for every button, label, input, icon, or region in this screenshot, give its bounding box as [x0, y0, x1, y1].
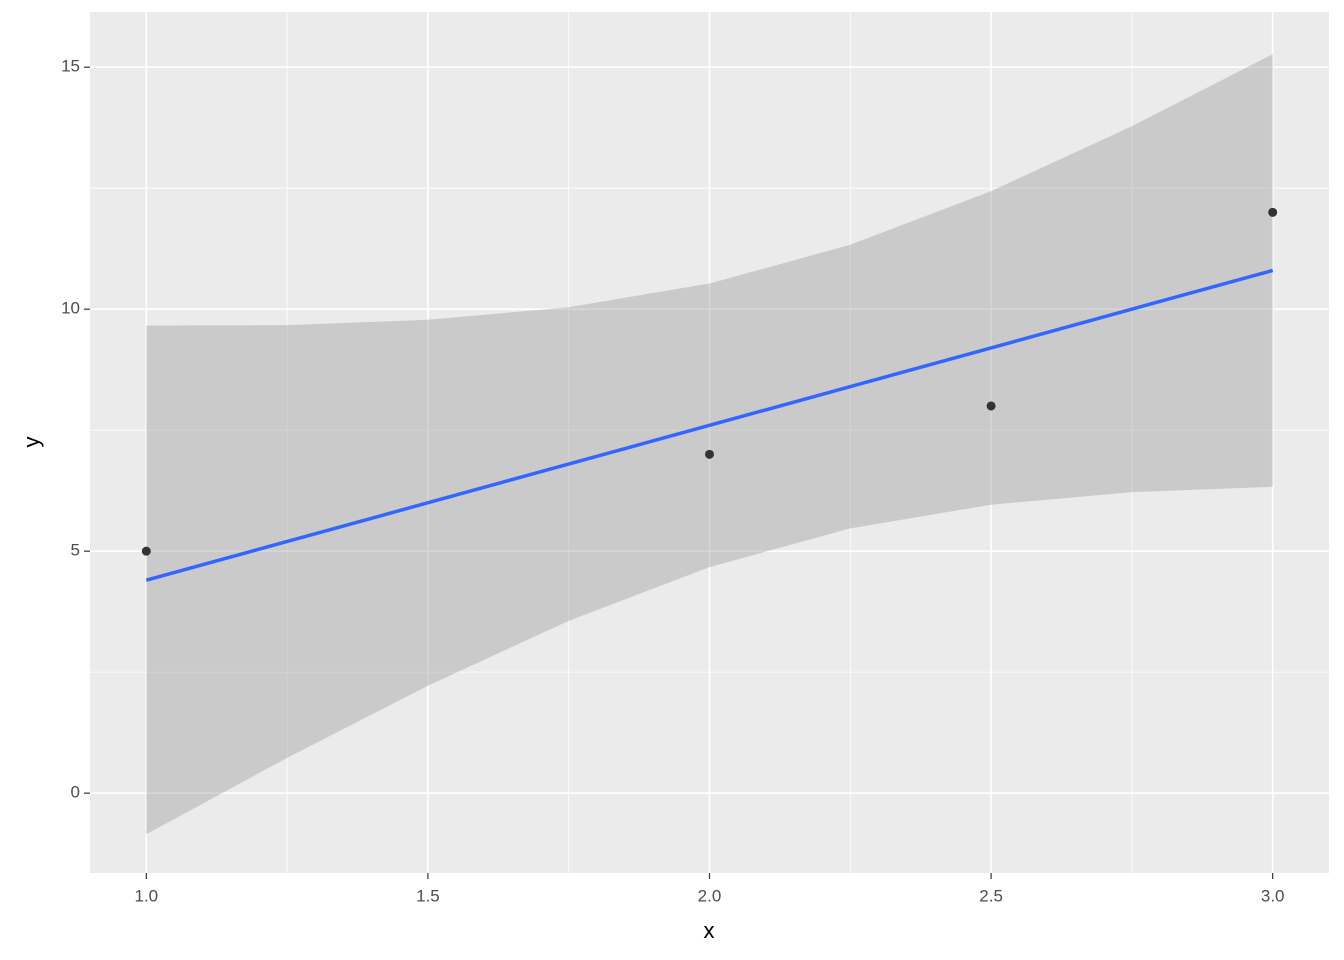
point	[1268, 207, 1278, 217]
x-tick-label: 2.0	[698, 886, 722, 905]
point	[141, 546, 151, 556]
y-axis-title: y	[19, 437, 44, 448]
y-tick-label: 0	[71, 783, 80, 802]
x-axis-title: x	[704, 918, 715, 943]
y-tick-label: 15	[61, 57, 80, 76]
y-tick-label: 10	[61, 299, 80, 318]
fit-line	[145, 268, 1274, 582]
x-tick-label: 3.0	[1261, 886, 1285, 905]
y-tick-label: 5	[71, 541, 80, 560]
point	[986, 401, 996, 411]
x-tick-label: 1.5	[416, 886, 440, 905]
x-tick-label: 1.0	[134, 886, 158, 905]
confidence-band	[146, 54, 1273, 835]
x-tick-label: 2.5	[979, 886, 1003, 905]
point	[705, 449, 714, 459]
